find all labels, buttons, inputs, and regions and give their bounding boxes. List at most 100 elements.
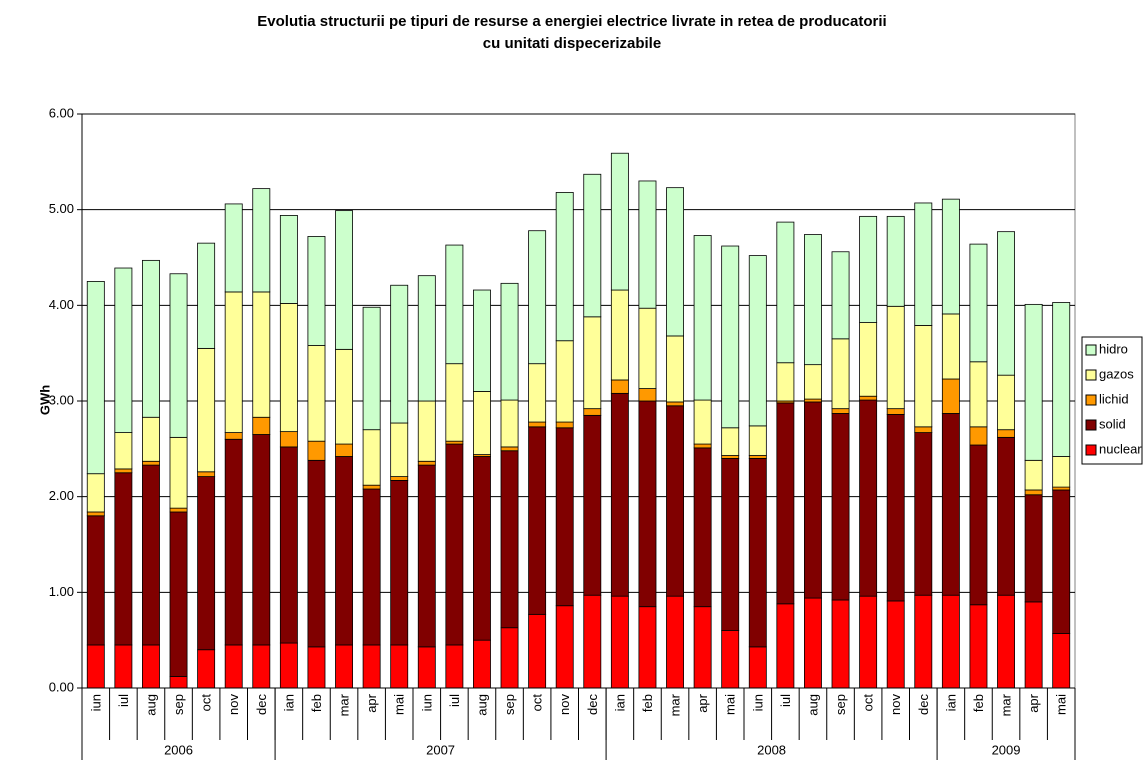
bar-segment <box>528 421 547 428</box>
bar-segment <box>528 230 547 365</box>
bar-segment <box>86 515 105 646</box>
bar-segment <box>804 234 822 366</box>
bar-segment <box>941 313 960 380</box>
bar-segment <box>1052 486 1071 491</box>
bar-segment <box>610 152 629 291</box>
x-tick-label: feb <box>971 694 986 712</box>
bar-segment <box>417 646 436 689</box>
bar-segment <box>693 606 712 689</box>
bar-segment <box>224 644 243 689</box>
bar-segment <box>914 594 933 689</box>
legend-swatch <box>1085 419 1097 431</box>
bar-segment <box>969 444 988 606</box>
x-tick-label: ian <box>943 694 958 711</box>
legend-label: lichid <box>1099 391 1129 406</box>
bar-segment <box>445 363 464 442</box>
y-tick-label: 4.00 <box>49 297 74 312</box>
bar-segment <box>335 644 353 689</box>
legend-swatch <box>1085 444 1097 456</box>
bar-segment <box>610 379 629 394</box>
bar-segment <box>1052 489 1071 634</box>
bar-segment <box>776 603 795 689</box>
bar-segment <box>114 644 133 689</box>
bar-segment <box>500 450 519 629</box>
bar-segment <box>142 460 160 466</box>
x-tick-label: iul <box>778 694 793 707</box>
bar-segment <box>279 446 298 644</box>
bar-segment <box>500 446 519 452</box>
bar-segment <box>610 289 629 381</box>
bar-segment <box>169 511 188 677</box>
x-tick-label: sep <box>171 694 186 715</box>
x-tick-label: apr <box>695 693 710 712</box>
bar-segment <box>886 600 905 689</box>
x-tick-label: mar <box>999 693 1014 716</box>
bar-segment <box>1052 302 1071 457</box>
bar-segment <box>528 363 547 423</box>
x-tick-label: oct <box>861 694 876 712</box>
bar-segment <box>279 215 298 304</box>
bar-segment <box>169 676 188 689</box>
bar-segment <box>362 644 381 689</box>
bar-segment <box>666 405 684 597</box>
x-tick-label: feb <box>309 694 324 712</box>
bar-segment <box>390 644 409 689</box>
legend-label: hidro <box>1099 341 1128 356</box>
bar-segment <box>224 291 243 433</box>
bar-segment <box>914 426 933 433</box>
bar-segment <box>997 374 1015 431</box>
bar-segment <box>197 476 216 651</box>
bar-segment <box>307 459 326 648</box>
y-tick-label: 1.00 <box>49 584 74 599</box>
bar-segment <box>666 335 684 403</box>
y-axis-label: GWh <box>37 385 52 415</box>
bar-segment <box>390 284 409 424</box>
x-tick-label: dec <box>254 694 269 715</box>
bar-segment <box>776 362 795 402</box>
bar-segment <box>721 630 740 689</box>
x-tick-label: oct <box>530 694 545 712</box>
bar-segment <box>886 408 905 415</box>
bar-segment <box>142 259 160 418</box>
bar-segment <box>224 203 243 293</box>
chart-title: Evolutia structurii pe tipuri de resurse… <box>257 13 886 52</box>
bar-segment <box>666 595 684 689</box>
bar-segment <box>638 307 657 389</box>
bar-segment <box>114 267 133 433</box>
bar-segment <box>748 255 767 427</box>
bar-segment <box>583 173 602 318</box>
bar-segment <box>583 408 602 416</box>
group-label: 2007 <box>426 742 455 757</box>
bar-segment <box>721 455 740 459</box>
bar-segment <box>555 605 574 689</box>
bar-segment <box>307 345 326 442</box>
bar-segment <box>638 180 657 309</box>
bar-segment <box>941 378 960 414</box>
bar-segment <box>528 426 547 615</box>
bar-segment <box>804 597 822 689</box>
x-tick-label: iun <box>750 694 765 711</box>
x-tick-label: mai <box>723 694 738 715</box>
bar-segment <box>224 432 243 440</box>
bar-segment <box>831 413 850 601</box>
x-tick-label: nov <box>888 694 903 715</box>
bar-segment <box>445 644 464 689</box>
bar-segment <box>776 402 795 605</box>
bar-segment <box>473 456 491 641</box>
bar-segment <box>252 291 271 418</box>
legend-swatch <box>1085 369 1097 381</box>
bar-segment <box>583 594 602 689</box>
bar-segment <box>776 221 795 364</box>
bar-segment <box>473 639 491 689</box>
bar-segment <box>1052 456 1071 488</box>
bar-segment <box>914 202 933 326</box>
bar-segment <box>997 231 1015 376</box>
bar-segment <box>169 507 188 513</box>
bar-segment <box>638 606 657 689</box>
bar-segment <box>859 215 878 323</box>
bar-segment <box>142 644 160 689</box>
legend-label: gazos <box>1099 366 1134 381</box>
bar-segment <box>997 594 1015 689</box>
bar-segment <box>390 476 409 481</box>
